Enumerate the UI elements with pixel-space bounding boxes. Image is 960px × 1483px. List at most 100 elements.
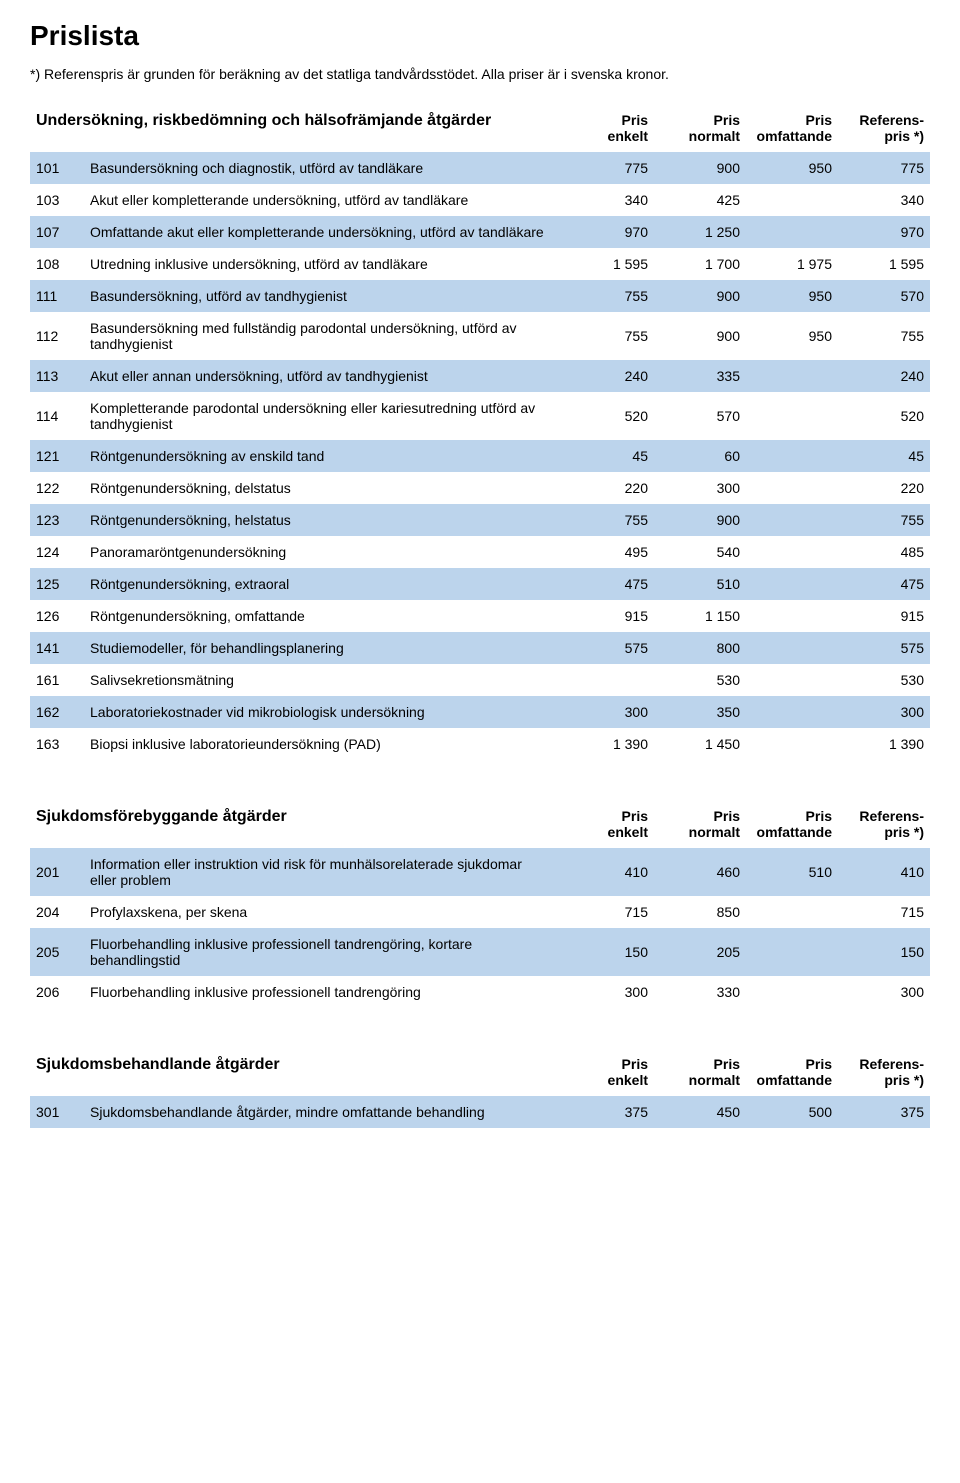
description-cell: Panoramaröntgenundersökning	[84, 536, 562, 568]
price-cell	[746, 360, 838, 392]
table-row: 206Fluorbehandling inklusive professione…	[30, 976, 930, 1008]
price-cell: 970	[562, 216, 654, 248]
price-cell	[746, 216, 838, 248]
price-cell: 570	[838, 280, 930, 312]
description-cell: Kompletterande parodontal undersökning e…	[84, 392, 562, 440]
price-cell: 45	[562, 440, 654, 472]
price-cell: 335	[654, 360, 746, 392]
price-cell: 1 595	[562, 248, 654, 280]
price-cell: 1 150	[654, 600, 746, 632]
price-cell: 300	[838, 976, 930, 1008]
price-cell: 915	[562, 600, 654, 632]
price-cell: 1 595	[838, 248, 930, 280]
table-row: 141Studiemodeller, för behandlingsplaner…	[30, 632, 930, 664]
price-cell: 900	[654, 504, 746, 536]
price-cell	[746, 536, 838, 568]
price-cell: 775	[562, 152, 654, 184]
description-cell: Salivsekretionsmätning	[84, 664, 562, 696]
price-cell: 530	[838, 664, 930, 696]
price-cell: 460	[654, 848, 746, 896]
price-cell: 475	[838, 568, 930, 600]
code-cell: 103	[30, 184, 84, 216]
price-cell: 575	[562, 632, 654, 664]
price-cell	[746, 632, 838, 664]
price-cell: 475	[562, 568, 654, 600]
price-cell: 410	[838, 848, 930, 896]
code-cell: 161	[30, 664, 84, 696]
price-cell: 450	[654, 1096, 746, 1128]
price-cell: 950	[746, 312, 838, 360]
price-cell: 755	[562, 280, 654, 312]
price-cell: 755	[838, 504, 930, 536]
price-cell	[746, 896, 838, 928]
table-row: 204Profylaxskena, per skena715850715	[30, 896, 930, 928]
description-cell: Fluorbehandling inklusive professionell …	[84, 928, 562, 976]
table-row: 124Panoramaröntgenundersökning495540485	[30, 536, 930, 568]
section-title: Sjukdomsförebyggande åtgärder	[30, 800, 562, 848]
table-row: 163Biopsi inklusive laboratorieundersökn…	[30, 728, 930, 760]
price-cell: 220	[838, 472, 930, 504]
code-cell: 108	[30, 248, 84, 280]
column-header: Prisnormalt	[654, 800, 746, 848]
code-cell: 162	[30, 696, 84, 728]
price-cell: 1 390	[838, 728, 930, 760]
price-cell: 520	[562, 392, 654, 440]
table-row: 101Basundersökning och diagnostik, utför…	[30, 152, 930, 184]
column-header: Prisomfattande	[746, 1048, 838, 1096]
description-cell: Röntgenundersökning, delstatus	[84, 472, 562, 504]
section-title: Undersökning, riskbedömning och hälsofrä…	[30, 104, 562, 152]
description-cell: Omfattande akut eller kompletterande und…	[84, 216, 562, 248]
price-table: Undersökning, riskbedömning och hälsofrä…	[30, 104, 930, 760]
price-cell: 950	[746, 280, 838, 312]
column-header: Prisenkelt	[562, 800, 654, 848]
description-cell: Basundersökning, utförd av tandhygienist	[84, 280, 562, 312]
column-header: Prisenkelt	[562, 1048, 654, 1096]
price-table: Sjukdomsbehandlande åtgärderPrisenkeltPr…	[30, 1048, 930, 1128]
price-cell: 150	[838, 928, 930, 976]
column-header: Prisenkelt	[562, 104, 654, 152]
price-cell: 915	[838, 600, 930, 632]
table-row: 205Fluorbehandling inklusive professione…	[30, 928, 930, 976]
code-cell: 201	[30, 848, 84, 896]
price-cell: 330	[654, 976, 746, 1008]
code-cell: 206	[30, 976, 84, 1008]
description-cell: Röntgenundersökning, omfattande	[84, 600, 562, 632]
table-row: 108Utredning inklusive undersökning, utf…	[30, 248, 930, 280]
price-cell: 950	[746, 152, 838, 184]
price-cell	[746, 440, 838, 472]
price-cell: 485	[838, 536, 930, 568]
code-cell: 112	[30, 312, 84, 360]
table-row: 162Laboratoriekostnader vid mikrobiologi…	[30, 696, 930, 728]
table-row: 122Röntgenundersökning, delstatus2203002…	[30, 472, 930, 504]
table-row: 201Information eller instruktion vid ris…	[30, 848, 930, 896]
price-cell: 340	[838, 184, 930, 216]
price-cell: 755	[838, 312, 930, 360]
price-cell	[746, 600, 838, 632]
column-header: Prisnormalt	[654, 104, 746, 152]
price-cell: 1 975	[746, 248, 838, 280]
page-title: Prislista	[30, 20, 930, 52]
price-cell: 300	[838, 696, 930, 728]
price-cell: 540	[654, 536, 746, 568]
description-cell: Basundersökning och diagnostik, utförd a…	[84, 152, 562, 184]
price-cell: 410	[562, 848, 654, 896]
price-cell: 715	[562, 896, 654, 928]
section-title: Sjukdomsbehandlande åtgärder	[30, 1048, 562, 1096]
price-cell: 340	[562, 184, 654, 216]
price-cell: 300	[654, 472, 746, 504]
description-cell: Biopsi inklusive laboratorieundersökning…	[84, 728, 562, 760]
description-cell: Röntgenundersökning, extraoral	[84, 568, 562, 600]
table-row: 111Basundersökning, utförd av tandhygien…	[30, 280, 930, 312]
price-cell	[746, 928, 838, 976]
column-header: Prisnormalt	[654, 1048, 746, 1096]
table-row: 113Akut eller annan undersökning, utförd…	[30, 360, 930, 392]
description-cell: Information eller instruktion vid risk f…	[84, 848, 562, 896]
price-cell: 800	[654, 632, 746, 664]
table-row: 114Kompletterande parodontal undersöknin…	[30, 392, 930, 440]
price-cell: 45	[838, 440, 930, 472]
code-cell: 122	[30, 472, 84, 504]
price-cell: 375	[838, 1096, 930, 1128]
code-cell: 123	[30, 504, 84, 536]
description-cell: Studiemodeller, för behandlingsplanering	[84, 632, 562, 664]
description-cell: Akut eller annan undersökning, utförd av…	[84, 360, 562, 392]
